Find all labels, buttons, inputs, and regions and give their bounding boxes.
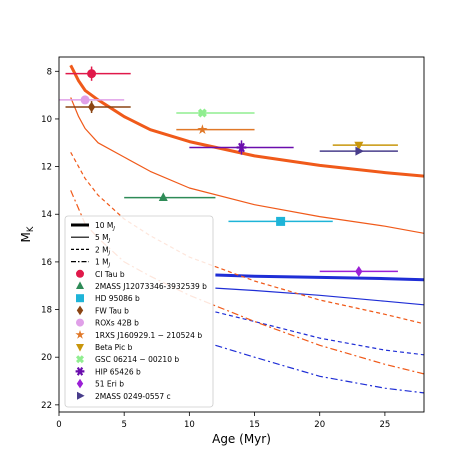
- legend-marker-diamond: [76, 305, 84, 316]
- x-tick-label: 15: [249, 420, 260, 430]
- object-3: [228, 216, 333, 226]
- object-8: [176, 108, 255, 118]
- y-tick-label: 22: [41, 401, 52, 411]
- x-tick-label: 25: [379, 420, 390, 430]
- track-10mj-blue: [215, 273, 424, 282]
- legend-label: 1RXS J160929.1 − 210524 b: [95, 331, 202, 340]
- track-5mj-orange: [70, 97, 424, 234]
- legend-label-subscript: J: [108, 250, 111, 256]
- marker-asterisk: [236, 142, 247, 153]
- track-1mj-blue: [215, 344, 424, 394]
- legend-marker-triangle-right: [77, 391, 85, 400]
- object-2: [124, 192, 216, 201]
- legend-label: 2MASS J12073346-3932539 b: [95, 282, 207, 291]
- legend-label: FW Tau b: [95, 306, 129, 315]
- legend-label: HIP 65426 b: [95, 367, 141, 376]
- marker-diamond: [87, 101, 96, 113]
- y-tick-label: 16: [41, 258, 52, 268]
- object-11: [319, 146, 398, 156]
- track-5mj-blue: [215, 287, 424, 306]
- axes: 0 5 10 15 20 25 8 10 12 14 16 18 20 22 Age (Myr) MK: [19, 56, 425, 446]
- x-axis-label: Age (Myr): [212, 432, 271, 446]
- legend-label: 10 MJ: [95, 221, 115, 232]
- legend-label: 2 MJ: [95, 245, 111, 256]
- legend-marker-x: [76, 355, 84, 364]
- track-2mj-blue: [215, 311, 424, 356]
- y-tick-label: 20: [41, 353, 52, 363]
- legend-label: ROXs 42B b: [95, 319, 139, 328]
- y-tick-label: 18: [41, 306, 52, 316]
- legend-marker-triangle-down: [76, 344, 84, 352]
- legend-marker-diamond: [76, 378, 84, 389]
- track-2mj-orange: [70, 152, 424, 325]
- object-10: [319, 266, 398, 277]
- x-tick-label: 10: [184, 420, 195, 430]
- x-tick-label: 20: [314, 420, 325, 430]
- legend-marker-circle: [76, 318, 84, 327]
- legend-marker-asterisk: [75, 367, 85, 376]
- y-tick-label: 10: [41, 115, 52, 125]
- legend-label: 1 MJ: [95, 258, 111, 269]
- legend-label-subscript: J: [108, 263, 111, 269]
- marker-circle: [80, 95, 90, 105]
- marker-circle: [87, 69, 97, 79]
- object-5: [59, 95, 125, 105]
- legend-marker-circle: [76, 269, 84, 278]
- legend-marker-square: [76, 294, 84, 303]
- legend-marker-triangle-up: [76, 281, 84, 289]
- legend-label: CI Tau b: [95, 270, 125, 279]
- marker-triangle-up: [158, 192, 168, 201]
- x-tick-label: 0: [56, 420, 61, 430]
- legend-label-subscript: J: [108, 238, 111, 244]
- legend-marker-star: [75, 330, 85, 339]
- y-tick-label: 14: [41, 210, 52, 220]
- marker-star: [197, 124, 208, 134]
- legend-label: 51 Eri b: [95, 380, 124, 389]
- legend-label: HD 95086 b: [95, 294, 140, 303]
- marker-x: [197, 108, 207, 118]
- y-tick-label: 8: [47, 67, 52, 77]
- legend-label: 2MASS 0249-0557 c: [95, 392, 171, 401]
- y-axis-label: MK: [19, 226, 36, 242]
- plot-area: [59, 64, 424, 394]
- legend-label: Beta Pic b: [95, 343, 133, 352]
- axes-frame: [58, 56, 425, 413]
- marker-square: [276, 216, 286, 226]
- legend-label-subscript: J: [112, 226, 115, 232]
- x-tick-label: 5: [121, 420, 126, 430]
- object-1: [65, 66, 131, 81]
- y-axis-label-subscript: K: [26, 226, 36, 232]
- objects: [59, 66, 398, 277]
- track-10mj-orange: [69, 64, 424, 178]
- legend-label: 5 MJ: [95, 233, 111, 244]
- marker-triangle-down: [354, 141, 364, 151]
- legend-box: [64, 215, 214, 408]
- object-9: [189, 140, 294, 155]
- marker-diamond: [355, 266, 363, 277]
- y-tick-label: 12: [41, 163, 52, 173]
- legend-label: GSC 06214 − 00210 b: [95, 355, 179, 364]
- object-7: [332, 141, 398, 151]
- object-4: [65, 101, 131, 113]
- marker-triangle-right: [355, 146, 364, 156]
- object-6: [176, 124, 255, 134]
